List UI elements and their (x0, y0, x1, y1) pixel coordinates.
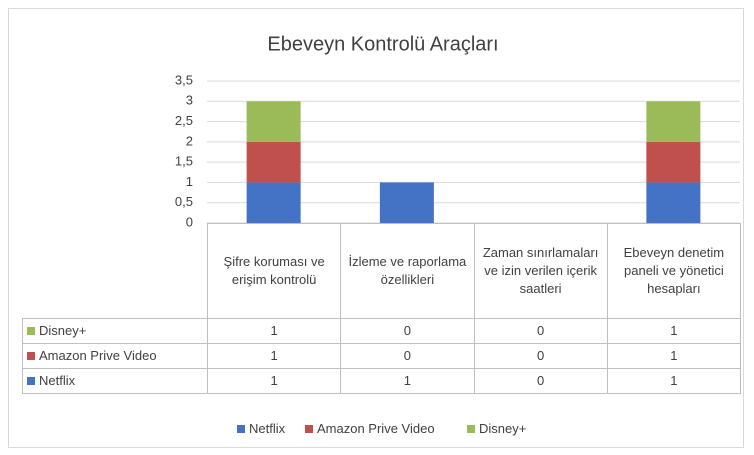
table-value: 0 (473, 343, 608, 369)
legend-key (27, 377, 35, 385)
legend-swatch (237, 424, 245, 433)
bar-segment (246, 141, 301, 183)
table-value: 1 (207, 318, 342, 344)
legend-key (27, 327, 35, 335)
table-row-header: Netflix (22, 368, 208, 394)
bar-segment (646, 182, 701, 223)
bar-segment (379, 182, 434, 223)
series-name: Amazon Prive Video (39, 348, 157, 363)
y-tick-label: 2 (186, 133, 193, 148)
chart-frame (8, 8, 744, 448)
y-tick-label: 1 (186, 174, 193, 189)
table-value: 0 (473, 318, 608, 344)
table-category-header: Ebeveyn denetim paneli ve yönetici hesap… (606, 223, 741, 319)
chart-title: Ebeveyn Kontrolü Araçları (267, 33, 498, 55)
table-value: 1 (340, 368, 475, 394)
table-value: 1 (207, 343, 342, 369)
table-value: 0 (473, 368, 608, 394)
legend-item: Disney+ (467, 421, 526, 436)
series-name: Disney+ (39, 323, 87, 338)
bar-segment (246, 101, 301, 142)
series-name: Netflix (39, 373, 76, 388)
y-tick-label: 0,5 (175, 194, 193, 209)
y-tick-label: 0 (186, 214, 193, 229)
table-category-header: İzleme ve raporlama özellikleri (340, 223, 475, 319)
bar-segment (246, 182, 301, 223)
y-tick-label: 3,5 (175, 72, 193, 87)
table-row-header: Amazon Prive Video (22, 343, 208, 369)
legend-item: Netflix (237, 421, 285, 436)
table-value: 1 (207, 368, 342, 394)
table-category-header: Zaman sınırlamaları ve izin verilen içer… (473, 223, 608, 319)
legend-label: Disney+ (479, 421, 527, 436)
legend-key (27, 352, 35, 360)
table-value: 1 (606, 318, 741, 344)
legend-swatch (467, 424, 475, 433)
legend-item: Amazon Prive Video (305, 421, 435, 436)
y-tick-label: 2,5 (175, 113, 193, 128)
legend-label: Netflix (249, 421, 286, 436)
legend-label: Amazon Prive Video (317, 421, 435, 436)
table-value: 1 (606, 343, 741, 369)
table-category-header: Şifre koruması ve erişim kontrolü (207, 223, 342, 319)
bar-segment (646, 141, 701, 183)
table-value: 1 (606, 368, 741, 394)
bar-segment (646, 101, 701, 142)
table-value: 0 (340, 343, 475, 369)
y-tick-label: 1,5 (175, 154, 193, 169)
legend-swatch (305, 424, 313, 433)
table-value: 0 (340, 318, 475, 344)
y-tick-label: 3 (186, 93, 193, 108)
table-row-header: Disney+ (22, 318, 208, 344)
